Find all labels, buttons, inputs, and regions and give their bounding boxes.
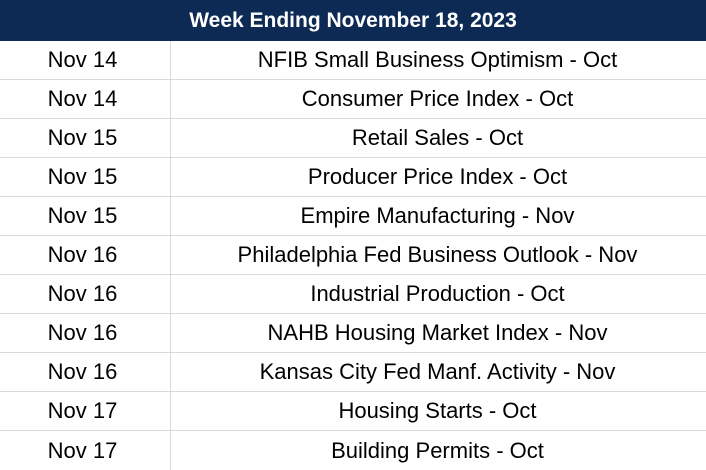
row-event: Empire Manufacturing - Nov (300, 203, 575, 228)
row-event: Consumer Price Index - Oct (301, 86, 574, 111)
table-header-title: Week Ending November 18, 2023 (0, 0, 706, 41)
row-date: Nov 14 (0, 80, 171, 118)
table-row: Nov 14 NFIB Small Business Optimism - Oc… (0, 41, 706, 80)
row-date: Nov 15 (0, 158, 171, 196)
row-event: NAHB Housing Market Index - Nov (267, 320, 608, 345)
table-row: Nov 16 Industrial Production - Oct (0, 275, 706, 314)
table-row: Nov 14 Consumer Price Index - Oct (0, 80, 706, 119)
table-row: Nov 17 Housing Starts - Oct (0, 392, 706, 431)
table-row: Nov 16 Philadelphia Fed Business Outlook… (0, 236, 706, 275)
table-row: Nov 15 Empire Manufacturing - Nov (0, 197, 706, 236)
row-event: Building Permits - Oct (331, 437, 544, 463)
row-event: Industrial Production - Oct (310, 281, 565, 306)
row-date: Nov 16 (0, 314, 171, 352)
row-date: Nov 16 (0, 236, 171, 274)
row-event: Producer Price Index - Oct (307, 164, 568, 189)
row-event: Kansas City Fed Manf. Activity - Nov (259, 359, 616, 384)
calendar-rows: Nov 14 NFIB Small Business Optimism - Oc… (0, 41, 706, 470)
row-date: Nov 17 (0, 392, 171, 430)
row-event: NFIB Small Business Optimism - Oct (257, 47, 618, 72)
row-event: Housing Starts - Oct (338, 398, 537, 423)
row-date: Nov 15 (0, 197, 171, 235)
row-date: Nov 14 (0, 41, 171, 79)
table-row: Nov 17 Building Permits - Oct (0, 431, 706, 470)
row-event: Retail Sales - Oct (351, 125, 524, 150)
table-row: Nov 15 Producer Price Index - Oct (0, 158, 706, 197)
table-row: Nov 16 Kansas City Fed Manf. Activity - … (0, 353, 706, 392)
table-row: Nov 16 NAHB Housing Market Index - Nov (0, 314, 706, 353)
row-event: Philadelphia Fed Business Outlook - Nov (237, 242, 638, 267)
row-date: Nov 16 (0, 275, 171, 313)
row-date: Nov 16 (0, 353, 171, 391)
table-row: Nov 15 Retail Sales - Oct (0, 119, 706, 158)
row-date: Nov 15 (0, 119, 171, 157)
row-date: Nov 17 (0, 431, 171, 470)
